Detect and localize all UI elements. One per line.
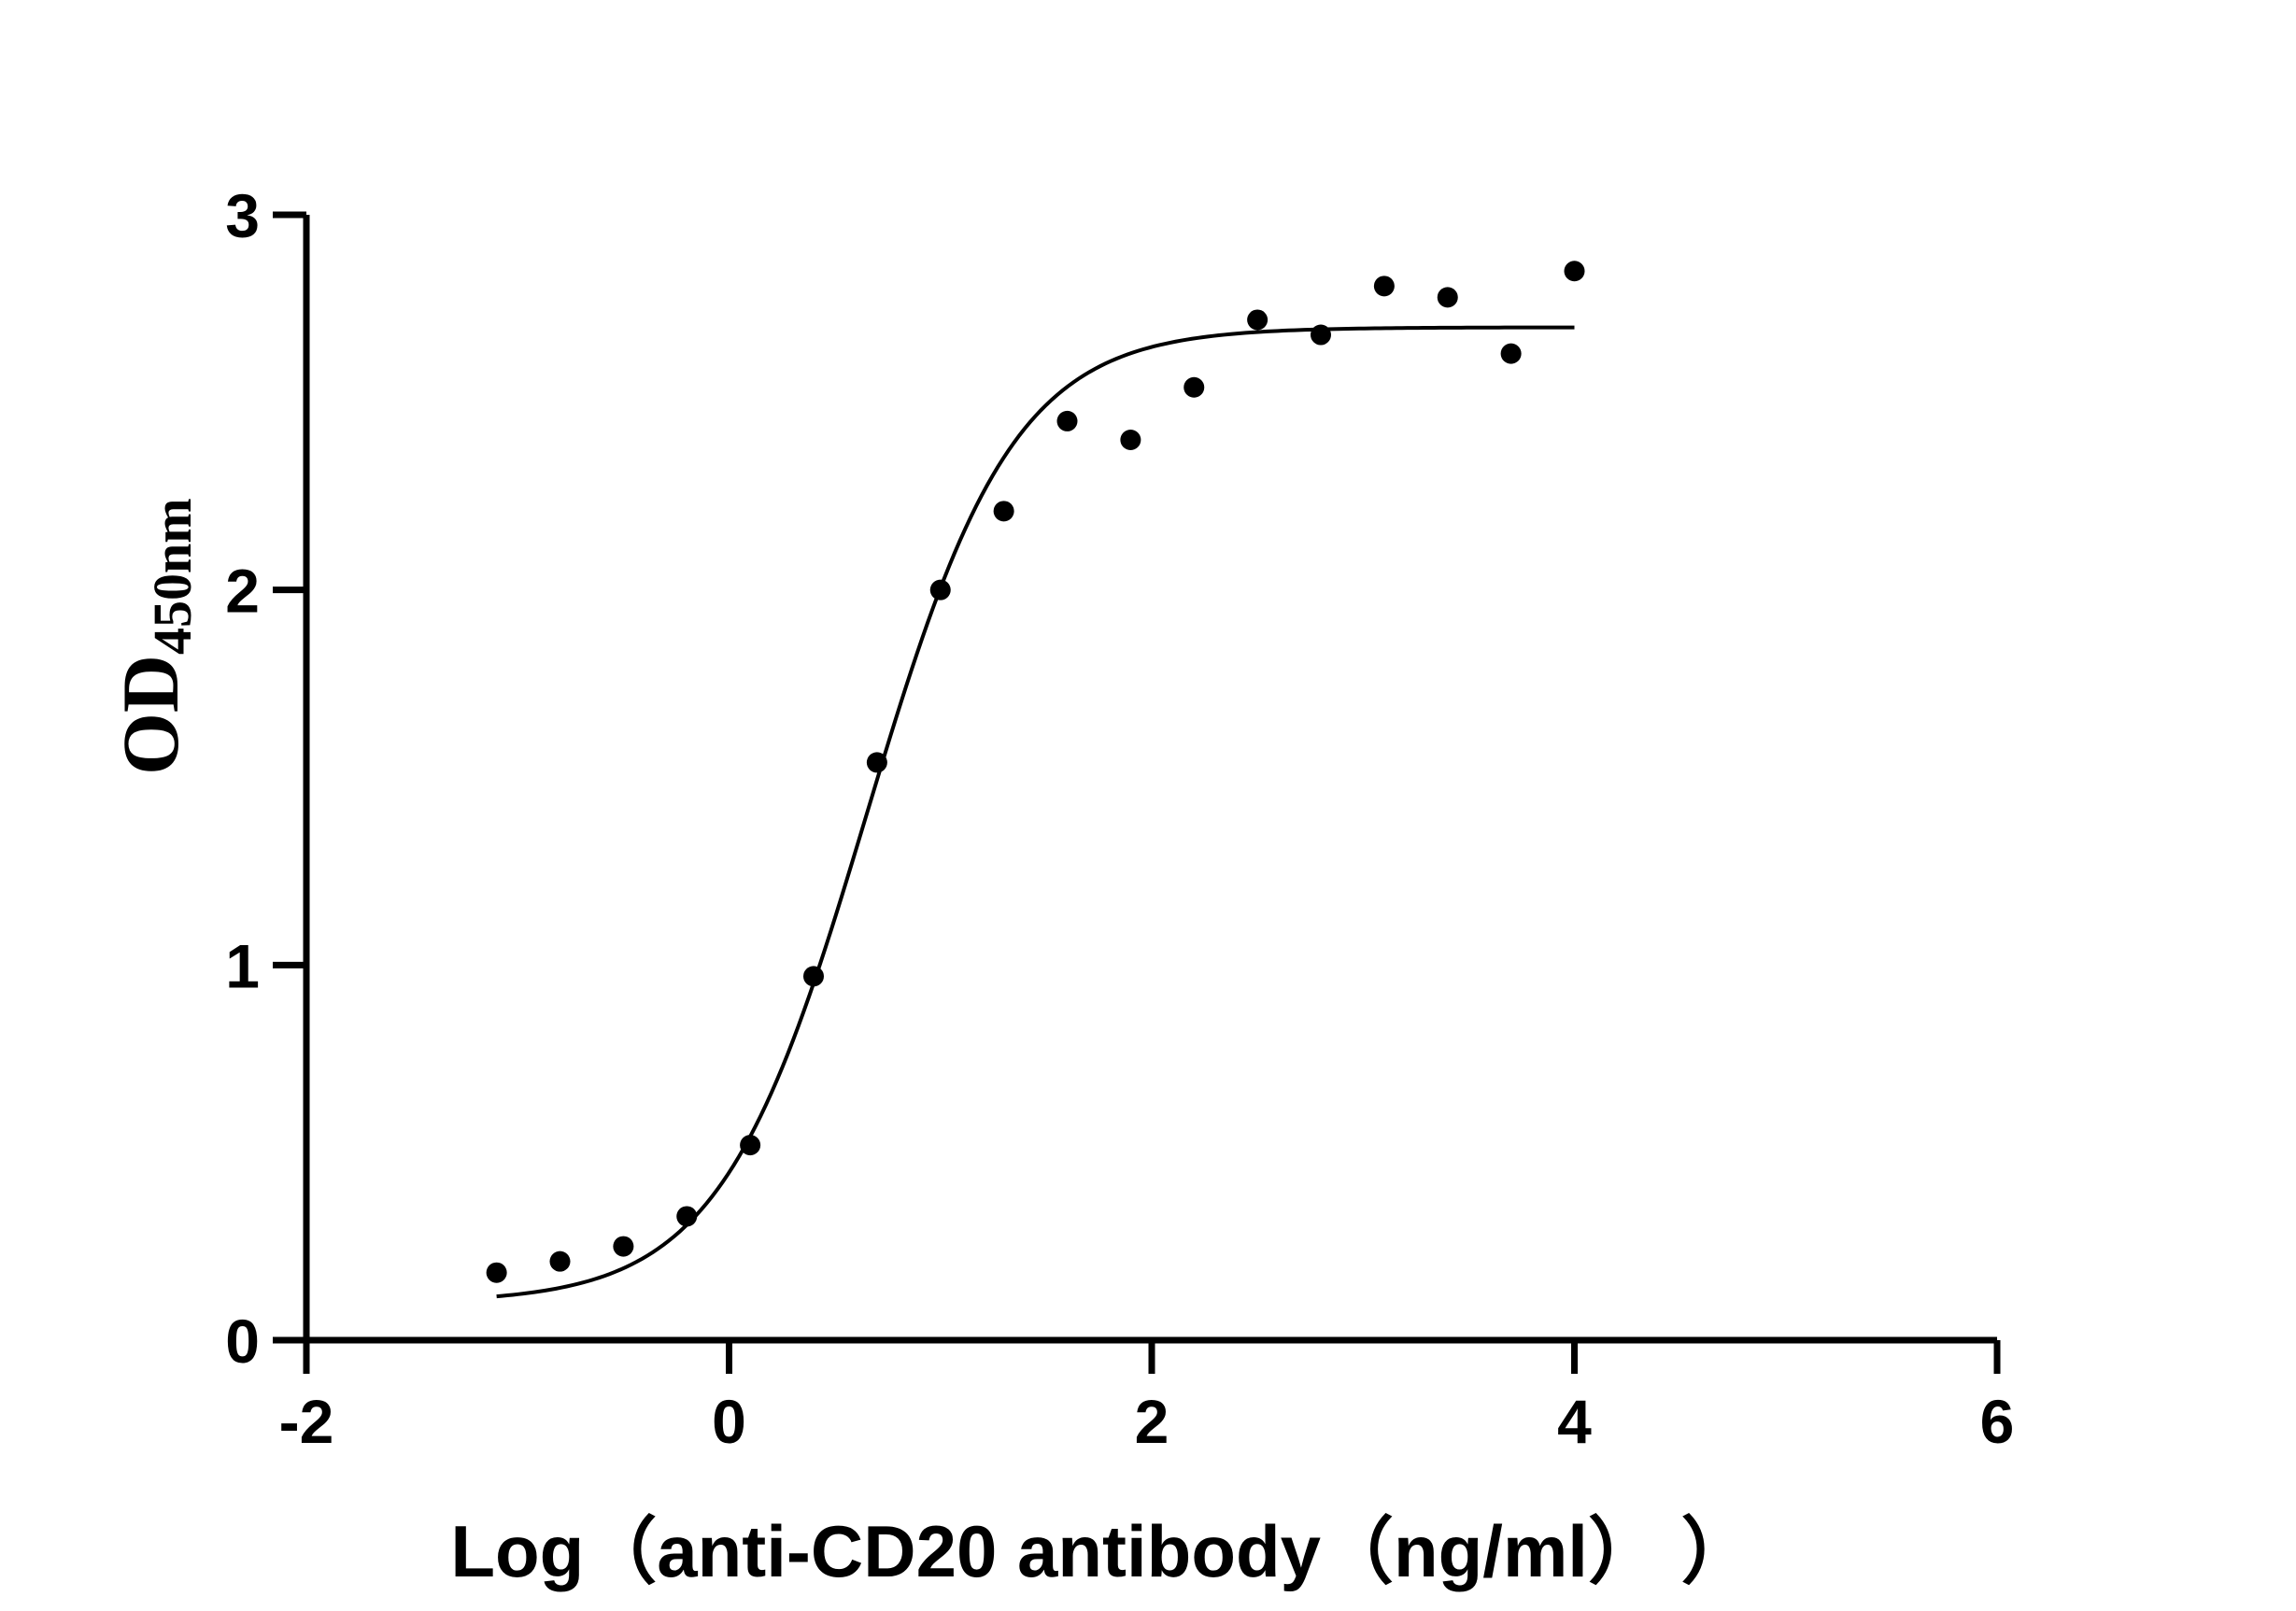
data-points-layer	[486, 261, 1585, 1283]
x-tick-label: 0	[712, 1387, 746, 1456]
x-tick-label: 4	[1557, 1387, 1592, 1456]
data-point	[993, 501, 1014, 522]
data-point	[1437, 287, 1458, 308]
data-point	[1373, 276, 1395, 297]
data-point	[1120, 430, 1141, 450]
y-axis-title: OD450nm	[106, 498, 203, 775]
data-point	[740, 1135, 761, 1156]
y-tick-label: 1	[225, 931, 260, 1000]
data-point	[929, 579, 951, 601]
x-tick-label: 2	[1135, 1387, 1169, 1456]
data-point	[1056, 410, 1078, 431]
data-point	[1311, 324, 1331, 346]
data-point	[1500, 343, 1522, 364]
data-point	[676, 1206, 698, 1227]
data-point	[1564, 261, 1585, 282]
y-tick-label: 0	[225, 1307, 260, 1376]
data-point	[1247, 309, 1268, 331]
data-point	[803, 966, 824, 987]
data-point	[866, 752, 887, 773]
data-point	[1183, 376, 1205, 398]
x-tick-label: 6	[1980, 1387, 2015, 1456]
axes: -2 0 2 4 6 0 1 2 3	[225, 181, 2014, 1456]
labels: Log（anti-CD20 antibody（ng/ml） ） OD450nm	[106, 498, 1754, 1592]
data-point	[486, 1262, 507, 1283]
y-axis-title-main: OD	[106, 655, 195, 775]
y-tick-label: 2	[225, 557, 260, 626]
y-axis-title-subscript: 450nm	[142, 498, 203, 655]
x-axis-title: Log（anti-CD20 antibody（ng/ml） ）	[450, 1510, 1753, 1592]
fit-curve	[496, 325, 1575, 1299]
fit-curve-layer	[496, 325, 1575, 1299]
x-tick-label: -2	[279, 1387, 334, 1456]
y-tick-label: 3	[225, 181, 260, 250]
data-point	[613, 1236, 634, 1257]
data-point	[549, 1251, 571, 1272]
